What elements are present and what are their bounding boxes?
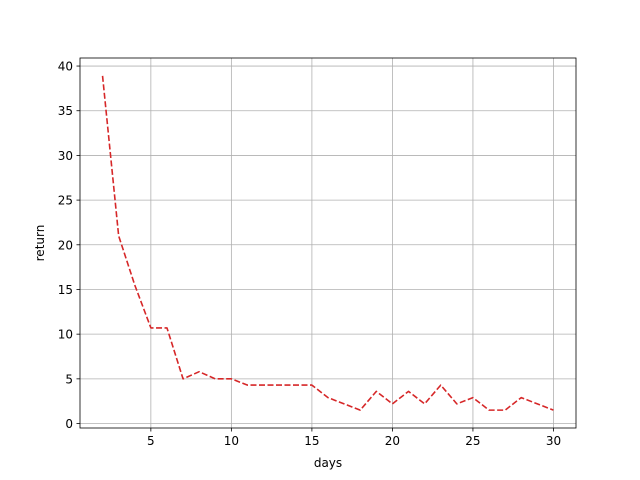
y-tick-label: 40 <box>58 60 73 74</box>
y-tick-label: 30 <box>58 149 73 163</box>
x-tick-label: 20 <box>385 434 400 448</box>
y-tick-label: 20 <box>58 238 73 252</box>
y-tick-label: 25 <box>58 194 73 208</box>
series-group <box>101 75 554 411</box>
series-line-0 <box>101 75 554 411</box>
x-tick-label: 30 <box>546 434 561 448</box>
y-tick-label: 0 <box>65 417 73 431</box>
x-axis-label: days <box>314 456 342 470</box>
x-axis-ticks: 5 10 15 20 25 30 <box>147 428 561 448</box>
x-tick-label: 10 <box>224 434 239 448</box>
y-tick-label: 10 <box>58 328 73 342</box>
y-tick-label: 5 <box>65 372 73 386</box>
x-tick-label: 15 <box>304 434 319 448</box>
y-tick-label: 35 <box>58 104 73 118</box>
x-tick-label: 25 <box>465 434 480 448</box>
plot-area <box>80 58 576 428</box>
y-axis-ticks: 0 5 10 15 20 25 30 35 40 <box>58 60 80 431</box>
y-axis-label: return <box>33 225 47 262</box>
plot-frame <box>79 57 577 429</box>
grid-lines <box>80 58 576 428</box>
y-tick-label: 15 <box>58 283 73 297</box>
x-tick-label: 5 <box>147 434 155 448</box>
